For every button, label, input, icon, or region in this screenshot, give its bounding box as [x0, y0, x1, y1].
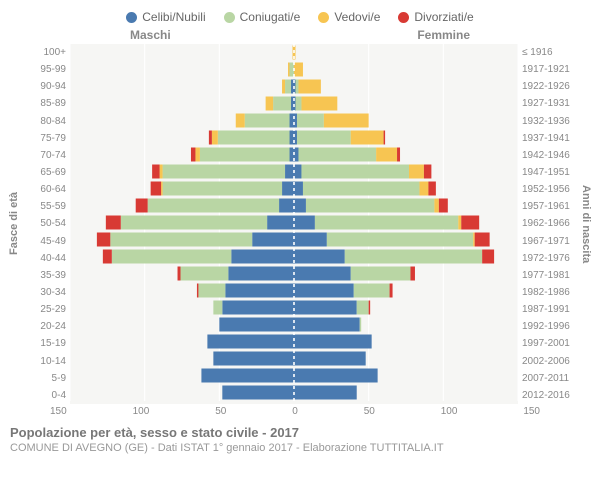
birth-label: 1992-1996	[522, 318, 578, 335]
birth-label: 1932-1936	[522, 113, 578, 130]
legend-swatch	[318, 12, 329, 23]
age-label: 40-44	[22, 250, 66, 267]
age-label: 90-94	[22, 78, 66, 95]
age-label: 60-64	[22, 181, 66, 198]
x-tick: 100	[133, 406, 150, 417]
birth-label: 1952-1956	[522, 181, 578, 198]
legend-label: Divorziati/e	[414, 10, 473, 24]
age-label: 80-84	[22, 113, 66, 130]
birth-label: 2012-2016	[522, 387, 578, 404]
pyramid-svg	[70, 44, 518, 401]
age-label: 5-9	[22, 370, 66, 387]
x-tick: 50	[215, 406, 226, 417]
birth-label: 1967-1971	[522, 233, 578, 250]
x-tick: 0	[292, 406, 298, 417]
x-tick: 150	[523, 406, 540, 417]
gender-headers: Maschi Femmine	[0, 28, 600, 44]
x-axis-ticks: 150 100 50 0 50 100 150	[50, 404, 540, 417]
birth-label: 1922-1926	[522, 78, 578, 95]
legend-item: Divorziati/e	[398, 10, 473, 24]
age-label: 85-89	[22, 95, 66, 112]
header-male: Maschi	[130, 28, 171, 42]
birth-label: 1987-1991	[522, 301, 578, 318]
legend: Celibi/Nubili Coniugati/e Vedovi/e Divorzia…	[0, 0, 600, 28]
header-female: Femmine	[417, 28, 470, 42]
age-label: 75-79	[22, 130, 66, 147]
age-label: 10-14	[22, 353, 66, 370]
birth-label: 2002-2006	[522, 353, 578, 370]
age-label: 20-24	[22, 318, 66, 335]
age-label: 25-29	[22, 301, 66, 318]
x-tick: 100	[441, 406, 458, 417]
legend-item: Celibi/Nubili	[126, 10, 205, 24]
birth-label: 1982-1986	[522, 284, 578, 301]
chart-area: Fasce di età 100+95-9990-9485-8980-8475-…	[0, 44, 600, 404]
legend-swatch	[224, 12, 235, 23]
age-label: 55-59	[22, 198, 66, 215]
birth-year-labels: ≤ 19161917-19211922-19261927-19311932-19…	[518, 44, 578, 404]
x-tick: 150	[50, 406, 67, 417]
y-axis-label-left: Fasce di età	[6, 44, 22, 404]
footer: Popolazione per età, sesso e stato civil…	[0, 417, 600, 454]
birth-label: ≤ 1916	[522, 44, 578, 61]
legend-swatch	[398, 12, 409, 23]
birth-label: 1947-1951	[522, 164, 578, 181]
birth-label: 1937-1941	[522, 130, 578, 147]
legend-item: Vedovi/e	[318, 10, 380, 24]
age-label: 45-49	[22, 233, 66, 250]
age-label: 95-99	[22, 61, 66, 78]
birth-label: 1927-1931	[522, 95, 578, 112]
age-label: 65-69	[22, 164, 66, 181]
legend-label: Vedovi/e	[334, 10, 380, 24]
age-label: 15-19	[22, 335, 66, 352]
birth-label: 1972-1976	[522, 250, 578, 267]
chart-title: Popolazione per età, sesso e stato civil…	[10, 425, 590, 440]
birth-label: 1977-1981	[522, 267, 578, 284]
y-axis-label-right: Anni di nascita	[578, 44, 594, 404]
age-label: 100+	[22, 44, 66, 61]
age-labels: 100+95-9990-9485-8980-8475-7970-7465-696…	[22, 44, 70, 404]
legend-label: Celibi/Nubili	[142, 10, 205, 24]
age-label: 50-54	[22, 215, 66, 232]
birth-label: 1962-1966	[522, 215, 578, 232]
age-label: 0-4	[22, 387, 66, 404]
plot	[70, 44, 518, 404]
age-label: 35-39	[22, 267, 66, 284]
chart-subtitle: COMUNE DI AVEGNO (GE) - Dati ISTAT 1° ge…	[10, 440, 590, 454]
age-label: 70-74	[22, 147, 66, 164]
birth-label: 1957-1961	[522, 198, 578, 215]
birth-label: 1917-1921	[522, 61, 578, 78]
x-tick: 50	[364, 406, 375, 417]
legend-label: Coniugati/e	[240, 10, 301, 24]
legend-swatch	[126, 12, 137, 23]
age-label: 30-34	[22, 284, 66, 301]
birth-label: 1997-2001	[522, 335, 578, 352]
birth-label: 1942-1946	[522, 147, 578, 164]
birth-label: 2007-2011	[522, 370, 578, 387]
legend-item: Coniugati/e	[224, 10, 301, 24]
